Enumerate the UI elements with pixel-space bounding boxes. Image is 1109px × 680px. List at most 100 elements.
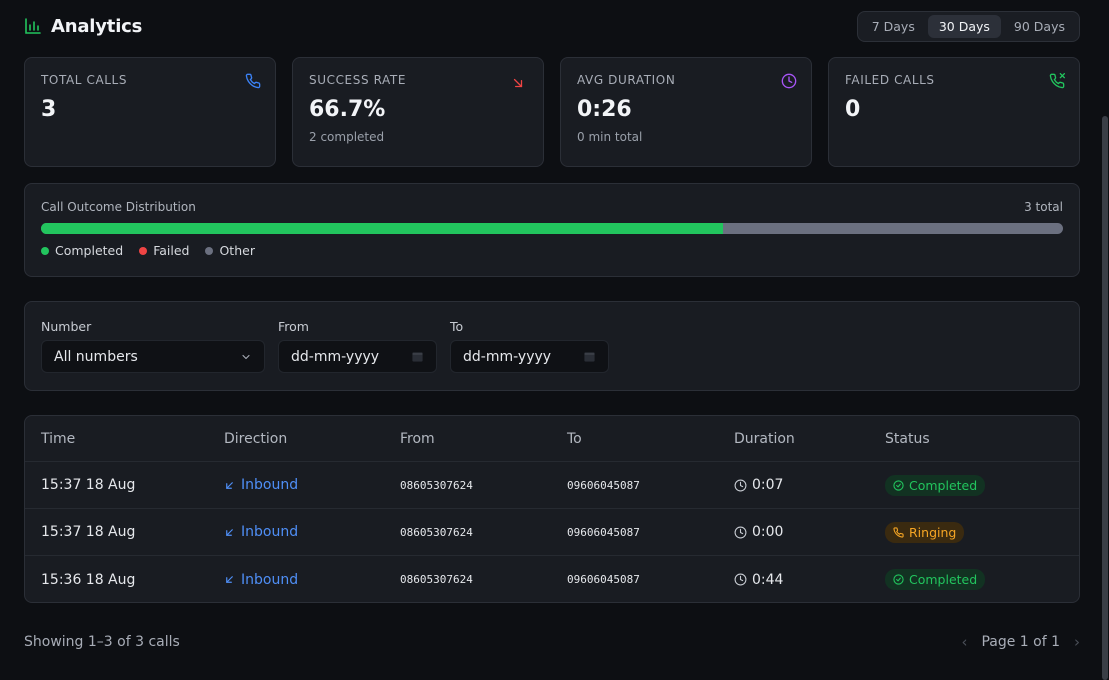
duration-value: 0:44 xyxy=(752,571,784,588)
chevron-left-icon[interactable]: ‹ xyxy=(961,633,968,651)
cell-direction[interactable]: Inbound xyxy=(224,572,400,588)
stat-value: 0:26 xyxy=(577,97,632,122)
to-date-filter: To dd-mm-yyyy xyxy=(450,319,609,373)
phone-missed-icon xyxy=(1049,73,1065,89)
table-row[interactable]: 15:36 18 Aug Inbound 08605307624 0960604… xyxy=(25,556,1079,602)
chevron-down-icon xyxy=(242,354,250,359)
legend-label: Completed xyxy=(55,243,124,258)
column-header-from[interactable]: From xyxy=(400,430,435,447)
header: Analytics 7 Days 30 Days 90 Days xyxy=(24,10,1080,42)
stat-label: TOTAL CALLS xyxy=(41,73,128,87)
cell-duration: 0:07 xyxy=(734,477,885,493)
to-date-input[interactable]: dd-mm-yyyy xyxy=(450,340,609,373)
table-row[interactable]: 15:37 18 Aug Inbound 08605307624 0960604… xyxy=(25,462,1079,509)
cell-status: Completed xyxy=(885,474,1079,496)
calendar-icon[interactable] xyxy=(411,350,424,363)
cell-to: 09606045087 xyxy=(567,573,640,586)
distribution-bar xyxy=(41,223,1063,234)
legend-dot xyxy=(139,246,148,255)
range-30-days-button[interactable]: 30 Days xyxy=(927,14,1001,38)
cell-direction[interactable]: Inbound xyxy=(224,524,400,540)
distribution-title: Call Outcome Distribution xyxy=(41,200,196,214)
legend-dot xyxy=(41,246,49,255)
table-header-row: Time Direction From To Duration Status xyxy=(25,416,1079,462)
check-circle-icon xyxy=(893,574,904,585)
cell-duration: 0:00 xyxy=(734,524,885,540)
stat-value: 3 xyxy=(41,97,57,122)
cell-direction[interactable]: Inbound xyxy=(224,477,400,493)
call-outcome-distribution: Call Outcome Distribution 3 total Comple… xyxy=(24,183,1080,277)
direction-label: Inbound xyxy=(241,524,299,540)
cell-from: 08605307624 xyxy=(400,525,473,539)
clock-icon xyxy=(734,526,747,538)
pagination: ‹ Page 1 of 1 › xyxy=(961,633,1080,651)
page-title: Analytics xyxy=(51,15,143,37)
number-select[interactable]: All numbers xyxy=(41,340,265,373)
date-range-selector: 7 Days 30 Days 90 Days xyxy=(856,10,1080,42)
status-badge: Completed xyxy=(885,474,986,496)
number-select-value: All numbers xyxy=(54,348,138,365)
direction-label: Inbound xyxy=(241,571,299,588)
from-date-value: dd-mm-yyyy xyxy=(291,348,380,365)
to-date-value: dd-mm-yyyy xyxy=(463,348,552,365)
stat-value: 0 xyxy=(845,97,861,122)
stat-card-failed-calls: FAILED CALLS 0 xyxy=(828,57,1080,167)
clock-icon xyxy=(781,73,797,89)
calls-table: Time Direction From To Duration Status 1… xyxy=(24,415,1080,603)
arrow-down-left-icon xyxy=(226,528,233,536)
table-row[interactable]: 15:37 18 Aug Inbound 08605307624 0960604… xyxy=(25,509,1079,556)
stat-label: SUCCESS RATE xyxy=(309,73,407,87)
stat-label: FAILED CALLS xyxy=(845,73,935,87)
from-date-filter: From dd-mm-yyyy xyxy=(278,319,437,373)
to-date-label: To xyxy=(450,319,464,334)
range-7-days-button[interactable]: 7 Days xyxy=(871,18,915,34)
stat-card-total-calls: TOTAL CALLS 3 xyxy=(24,57,276,167)
page-indicator: Page 1 of 1 xyxy=(981,634,1060,650)
arrow-down-right-icon xyxy=(513,78,523,88)
chevron-right-icon[interactable]: › xyxy=(1074,633,1080,651)
stat-label: AVG DURATION xyxy=(577,73,676,87)
from-date-label: From xyxy=(278,319,309,334)
from-date-input[interactable]: dd-mm-yyyy xyxy=(278,340,437,373)
cell-time: 15:36 18 Aug xyxy=(41,571,136,588)
direction-label: Inbound xyxy=(241,477,299,493)
number-filter: Number All numbers xyxy=(41,319,265,373)
status-label: Completed xyxy=(909,572,978,587)
scrollbar-thumb[interactable] xyxy=(1102,116,1108,680)
brand: Analytics xyxy=(24,16,142,37)
column-header-duration[interactable]: Duration xyxy=(734,430,795,447)
check-circle-icon xyxy=(893,479,904,491)
legend-item-failed: Failed xyxy=(139,243,189,258)
cell-time: 15:37 18 Aug xyxy=(41,477,136,493)
calendar-icon[interactable] xyxy=(583,350,596,363)
cell-from: 08605307624 xyxy=(400,573,473,586)
stat-card-avg-duration: AVG DURATION 0:26 0 min total xyxy=(560,57,812,167)
column-header-to[interactable]: To xyxy=(567,430,582,447)
distribution-legend: Completed Failed Other xyxy=(41,243,1063,258)
legend-label: Other xyxy=(219,243,255,258)
status-label: Ringing xyxy=(909,524,957,540)
legend-dot xyxy=(205,246,214,255)
duration-value: 0:07 xyxy=(752,477,784,493)
legend-item-completed: Completed xyxy=(41,243,123,258)
column-header-time[interactable]: Time xyxy=(41,430,76,447)
cell-to: 09606045087 xyxy=(567,525,640,539)
distribution-bar-completed xyxy=(41,223,723,234)
column-header-status[interactable]: Status xyxy=(885,430,930,447)
cell-from: 08605307624 xyxy=(400,478,473,492)
stat-cards: TOTAL CALLS 3 SUCCESS RATE 66.7% 2 compl… xyxy=(24,57,1080,167)
stat-subtext: 0 min total xyxy=(577,130,643,144)
cell-time: 15:37 18 Aug xyxy=(41,524,136,540)
bar-chart-icon xyxy=(25,18,41,34)
phone-icon xyxy=(245,73,261,89)
cell-duration: 0:44 xyxy=(734,572,885,588)
stat-subtext: 2 completed xyxy=(309,130,385,144)
number-filter-label: Number xyxy=(41,319,92,334)
column-header-direction[interactable]: Direction xyxy=(224,430,288,447)
legend-label: Failed xyxy=(153,243,190,258)
legend-item-other: Other xyxy=(205,243,255,258)
clock-icon xyxy=(734,573,747,586)
cell-status: Ringing xyxy=(885,521,1079,543)
range-90-days-button[interactable]: 90 Days xyxy=(1013,18,1065,34)
filters-panel: Number All numbers From dd-mm-yyyy To dd… xyxy=(24,301,1080,391)
